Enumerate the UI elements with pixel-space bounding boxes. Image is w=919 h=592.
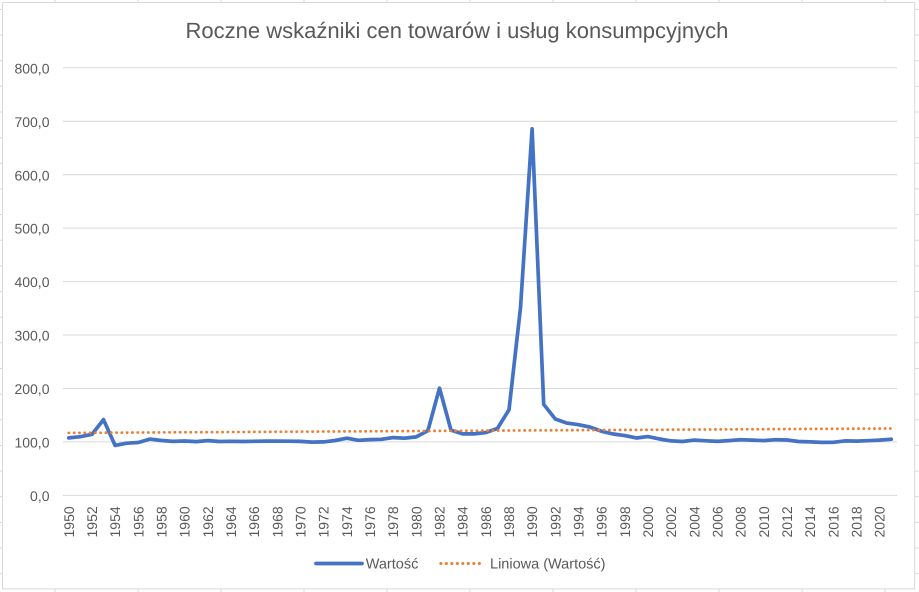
svg-text:2020: 2020 <box>872 506 888 537</box>
svg-text:800,0: 800,0 <box>14 60 49 76</box>
svg-text:1984: 1984 <box>455 506 471 537</box>
svg-text:100,0: 100,0 <box>14 435 49 451</box>
svg-text:500,0: 500,0 <box>14 221 49 237</box>
svg-text:1970: 1970 <box>293 506 309 537</box>
svg-text:2004: 2004 <box>686 506 702 537</box>
svg-text:1952: 1952 <box>84 506 100 537</box>
svg-text:1964: 1964 <box>223 506 239 537</box>
svg-text:200,0: 200,0 <box>14 381 49 397</box>
svg-text:1954: 1954 <box>107 506 123 537</box>
svg-text:1950: 1950 <box>61 506 77 537</box>
svg-text:400,0: 400,0 <box>14 274 49 290</box>
svg-text:Liniowa (Wartość): Liniowa (Wartość) <box>490 557 606 573</box>
svg-text:1998: 1998 <box>617 506 633 537</box>
svg-text:1958: 1958 <box>154 506 170 537</box>
svg-text:600,0: 600,0 <box>14 167 49 183</box>
svg-text:2016: 2016 <box>825 506 841 537</box>
svg-text:1972: 1972 <box>316 506 332 537</box>
svg-text:2008: 2008 <box>733 506 749 537</box>
svg-text:1966: 1966 <box>246 506 262 537</box>
svg-text:300,0: 300,0 <box>14 328 49 344</box>
svg-text:Wartość: Wartość <box>366 557 419 573</box>
svg-text:1962: 1962 <box>200 506 216 537</box>
svg-text:1980: 1980 <box>408 506 424 537</box>
svg-text:1992: 1992 <box>547 506 563 537</box>
svg-text:Roczne wskaźniki cen towarów i: Roczne wskaźniki cen towarów i usług kon… <box>186 18 729 43</box>
svg-text:0,0: 0,0 <box>30 488 50 504</box>
svg-text:1982: 1982 <box>432 506 448 537</box>
svg-text:2000: 2000 <box>640 506 656 537</box>
svg-text:2018: 2018 <box>849 506 865 537</box>
svg-text:1960: 1960 <box>177 506 193 537</box>
svg-text:2006: 2006 <box>710 506 726 537</box>
svg-text:1968: 1968 <box>269 506 285 537</box>
svg-text:2014: 2014 <box>802 506 818 537</box>
svg-text:1996: 1996 <box>594 506 610 537</box>
svg-text:1988: 1988 <box>501 506 517 537</box>
svg-text:1956: 1956 <box>130 506 146 537</box>
svg-text:2012: 2012 <box>779 506 795 537</box>
svg-text:700,0: 700,0 <box>14 114 49 130</box>
svg-text:1994: 1994 <box>571 506 587 537</box>
svg-text:2002: 2002 <box>663 506 679 537</box>
svg-text:1976: 1976 <box>362 506 378 537</box>
svg-text:1978: 1978 <box>385 506 401 537</box>
svg-text:1990: 1990 <box>524 506 540 537</box>
svg-text:2010: 2010 <box>756 506 772 537</box>
svg-text:1986: 1986 <box>478 506 494 537</box>
svg-text:1974: 1974 <box>339 506 355 537</box>
